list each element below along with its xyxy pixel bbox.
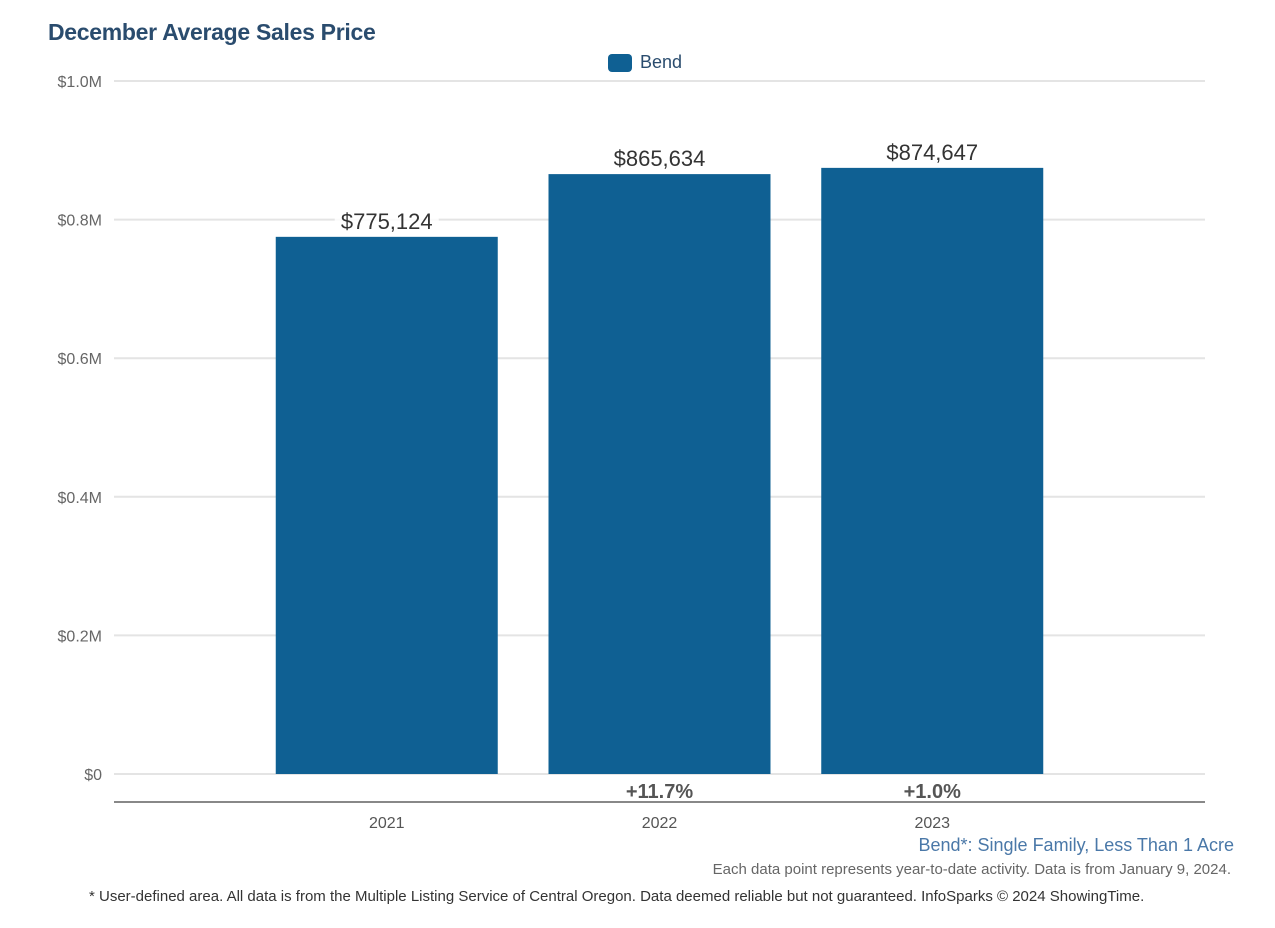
chart-subtitle: Bend*: Single Family, Less Than 1 Acre [918,835,1234,855]
bar [275,236,498,775]
change-label: +1.0% [904,781,961,803]
data-label: $865,634 [614,146,706,171]
legend-swatch [608,53,632,72]
x-tick-label: 2023 [914,815,950,832]
x-tick-label: 2022 [642,815,678,832]
y-tick-label: $0.2M [58,628,102,645]
disclaimer: * User-defined area. All data is from th… [89,888,1145,905]
y-tick-label: $1.0M [58,74,102,91]
data-label-background [334,206,439,233]
data-note: Each data point represents year-to-date … [712,861,1231,878]
change-label: +11.7% [626,781,694,803]
y-tick-label: $0.8M [58,213,102,230]
bar [821,167,1044,774]
data-label-background [607,144,712,171]
y-tick-label: $0 [84,767,102,784]
x-tick-label: 2021 [369,815,405,832]
legend-label: Bend [640,52,683,72]
data-label: $775,124 [341,209,433,234]
legend[interactable]: Bend [608,52,682,73]
bar [548,174,771,775]
chart-title: December Average Sales Price [48,19,376,45]
data-label-background [880,137,985,164]
y-tick-label: $0.6M [58,351,102,368]
data-label: $874,647 [886,140,978,165]
y-tick-label: $0.4M [58,490,102,507]
